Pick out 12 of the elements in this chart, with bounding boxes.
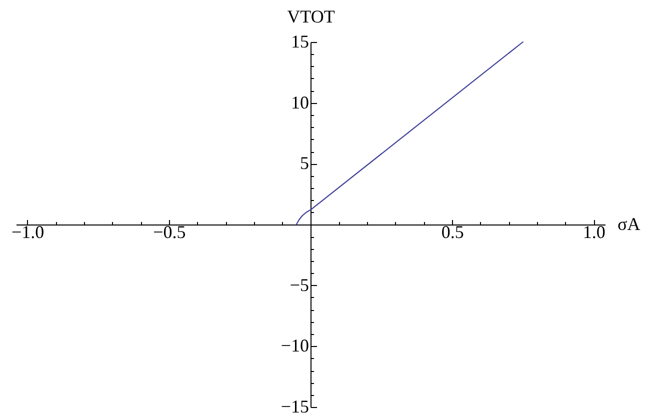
y-tick-label: −5 <box>290 274 309 295</box>
y-axis-title: VTOT <box>287 6 335 26</box>
x-tick-label: −0.5 <box>153 222 186 242</box>
y-tick-label: −15 <box>280 396 309 416</box>
x-tick-label: 0.5 <box>441 222 464 242</box>
x-tick-label: −1.0 <box>12 222 44 242</box>
y-tick-label: 5 <box>300 153 309 174</box>
y-tick-label: −10 <box>280 336 309 356</box>
x-axis-title: σA <box>618 214 640 234</box>
y-tick-label: 10 <box>291 92 309 112</box>
y-tick-label: 15 <box>291 32 309 52</box>
x-tick-label: 1.0 <box>582 222 606 242</box>
